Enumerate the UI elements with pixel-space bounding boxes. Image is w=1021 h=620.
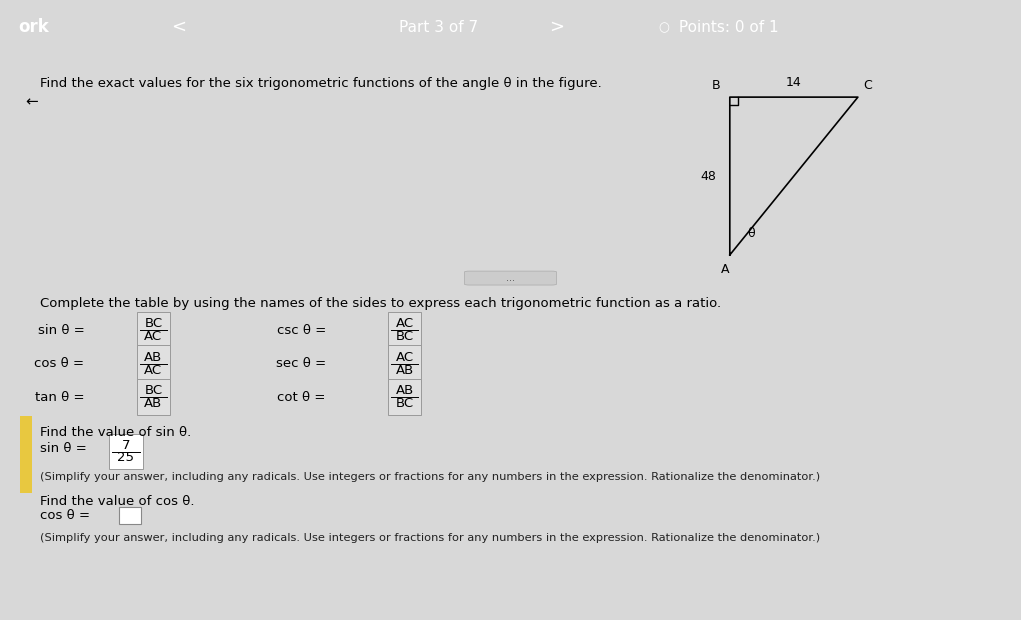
Text: AB: AB bbox=[395, 384, 414, 397]
Text: <: < bbox=[172, 18, 186, 37]
Text: 14: 14 bbox=[786, 76, 801, 89]
Text: cot θ =: cot θ = bbox=[278, 391, 326, 404]
FancyBboxPatch shape bbox=[388, 312, 422, 348]
Text: ...: ... bbox=[506, 273, 515, 283]
FancyBboxPatch shape bbox=[137, 312, 171, 348]
Text: BC: BC bbox=[144, 384, 162, 397]
Text: AB: AB bbox=[395, 363, 414, 376]
Text: (Simplify your answer, including any radicals. Use integers or fractions for any: (Simplify your answer, including any rad… bbox=[40, 533, 820, 542]
Text: BC: BC bbox=[395, 397, 414, 410]
Text: AC: AC bbox=[395, 350, 414, 363]
Text: sec θ =: sec θ = bbox=[276, 357, 326, 370]
Text: 25: 25 bbox=[117, 451, 135, 464]
Text: AC: AC bbox=[144, 363, 162, 376]
FancyBboxPatch shape bbox=[137, 379, 171, 415]
Text: AC: AC bbox=[144, 330, 162, 343]
Text: ○: ○ bbox=[659, 21, 670, 33]
FancyBboxPatch shape bbox=[465, 271, 556, 285]
Text: Find the value of cos θ.: Find the value of cos θ. bbox=[40, 495, 195, 508]
Text: >: > bbox=[549, 18, 564, 37]
FancyBboxPatch shape bbox=[109, 434, 143, 469]
Text: AC: AC bbox=[395, 317, 414, 330]
Text: sin θ =: sin θ = bbox=[38, 324, 85, 337]
Text: Find the exact values for the six trigonometric functions of the angle θ in the : Find the exact values for the six trigon… bbox=[40, 78, 601, 91]
Text: ←: ← bbox=[26, 94, 38, 110]
Text: θ: θ bbox=[747, 227, 756, 240]
FancyBboxPatch shape bbox=[137, 345, 171, 382]
Text: AB: AB bbox=[144, 397, 162, 410]
FancyBboxPatch shape bbox=[118, 507, 141, 524]
Text: C: C bbox=[863, 79, 872, 92]
Text: Part 3 of 7: Part 3 of 7 bbox=[399, 20, 479, 35]
Text: Points: 0 of 1: Points: 0 of 1 bbox=[674, 20, 778, 35]
Text: BC: BC bbox=[395, 330, 414, 343]
Text: csc θ =: csc θ = bbox=[277, 324, 326, 337]
Bar bbox=[20, 416, 33, 493]
Text: AB: AB bbox=[144, 350, 162, 363]
Text: 48: 48 bbox=[700, 169, 716, 182]
Text: Find the value of sin θ.: Find the value of sin θ. bbox=[40, 426, 191, 439]
Text: cos θ =: cos θ = bbox=[40, 509, 90, 522]
Text: BC: BC bbox=[144, 317, 162, 330]
Text: B: B bbox=[712, 79, 720, 92]
Text: Complete the table by using the names of the sides to express each trigonometric: Complete the table by using the names of… bbox=[40, 296, 721, 309]
Text: sin θ =: sin θ = bbox=[40, 442, 87, 455]
Text: cos θ =: cos θ = bbox=[35, 357, 85, 370]
Text: (Simplify your answer, including any radicals. Use integers or fractions for any: (Simplify your answer, including any rad… bbox=[40, 472, 820, 482]
FancyBboxPatch shape bbox=[388, 345, 422, 382]
Text: ork: ork bbox=[18, 18, 49, 37]
Text: tan θ =: tan θ = bbox=[35, 391, 85, 404]
Text: 7: 7 bbox=[121, 439, 130, 452]
FancyBboxPatch shape bbox=[388, 379, 422, 415]
Text: A: A bbox=[721, 263, 729, 276]
